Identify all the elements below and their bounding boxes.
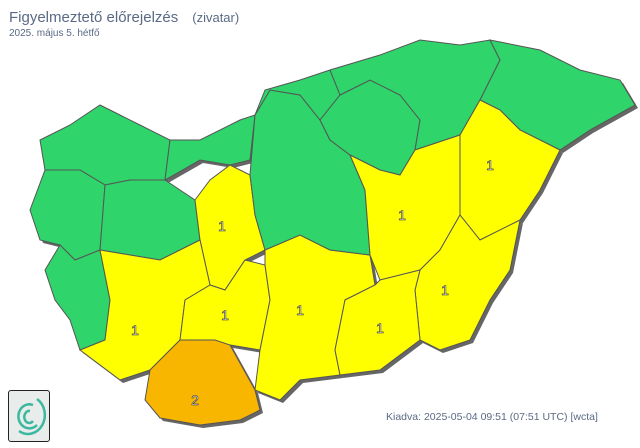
county-region[interactable]: [334, 269, 421, 376]
warning-level-label: 1: [486, 157, 494, 173]
county-region[interactable]: [479, 39, 636, 151]
warning-level-label: 1: [221, 307, 229, 323]
county-region[interactable]: [29, 169, 106, 261]
title-text: Figyelmeztető előrejelzés: [9, 9, 179, 26]
page-title: Figyelmeztető előrejelzés (zivatar): [9, 9, 239, 26]
warning-level-label: 1: [218, 218, 226, 234]
warning-level-label: 1: [296, 302, 304, 318]
county-region[interactable]: [44, 244, 111, 351]
warning-level-label: 1: [131, 322, 139, 338]
warning-level-label: 1: [376, 320, 384, 336]
county-region[interactable]: [144, 339, 261, 426]
county-region[interactable]: [414, 214, 521, 351]
logo-icon: [8, 390, 50, 442]
warning-level-label: 2: [191, 392, 199, 408]
warning-level-label: 1: [398, 207, 406, 223]
warning-level-label: 1: [441, 282, 449, 298]
hazard-type: (zivatar): [192, 10, 240, 25]
county-region[interactable]: [164, 114, 256, 181]
forecast-date: 2025. május 5. hétfő: [9, 28, 100, 39]
issued-timestamp: Kiadva: 2025-05-04 09:51 (07:51 UTC) [wc…: [386, 411, 598, 423]
